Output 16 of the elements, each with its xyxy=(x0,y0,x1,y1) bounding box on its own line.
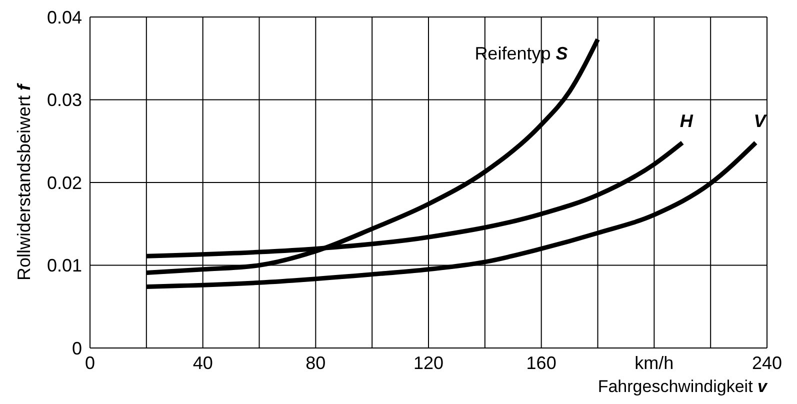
x-axis-title: Fahrgeschwindigkeit v xyxy=(598,377,769,396)
x-tick-label: 160 xyxy=(526,352,556,373)
series-label: H xyxy=(680,110,694,131)
y-tick-label: 0.01 xyxy=(46,256,82,276)
y-tick-label: 0 xyxy=(72,338,82,358)
y-tick-label: 0.04 xyxy=(46,7,82,28)
x-tick-label: 0 xyxy=(84,352,96,373)
x-tick-label: 120 xyxy=(413,352,444,373)
x-tick-label: km/h xyxy=(634,352,674,373)
x-tick-label: 40 xyxy=(192,352,213,373)
series-label: V xyxy=(754,110,768,131)
y-axis-title: Rollwiderstandsbeiwert f xyxy=(14,82,34,281)
y-tick-label: 0.02 xyxy=(46,172,82,193)
x-tick-label: 240 xyxy=(752,352,782,373)
x-tick-label: 80 xyxy=(306,352,326,373)
y-tick-label: 0.03 xyxy=(46,90,82,110)
